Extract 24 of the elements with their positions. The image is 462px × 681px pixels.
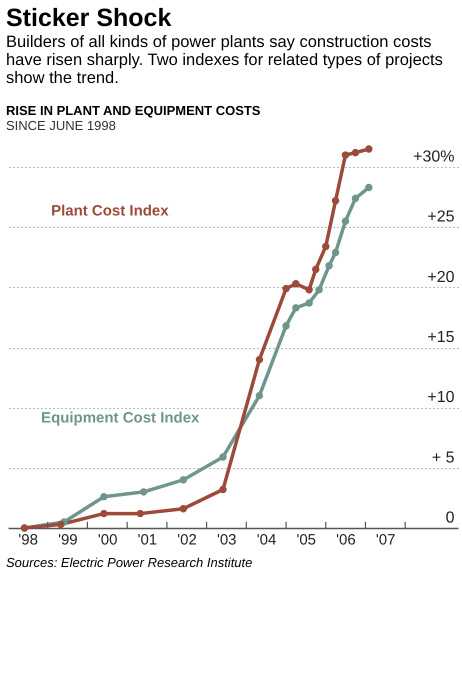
x-tick-label: '00: [98, 532, 118, 548]
y-tick-label: +30%: [413, 148, 454, 166]
y-tick-label: +20: [427, 268, 455, 286]
y-tick-label: +15: [427, 329, 455, 346]
x-tick-label: '04: [256, 532, 276, 548]
y-tick-label: +10: [427, 389, 455, 406]
y-tick-label: +25: [427, 208, 455, 226]
y-axis-title: RISE IN PLANT AND EQUIPMENT COSTS: [5, 102, 262, 118]
chart-subtitle: Builders of all kinds of power plants say construction costs have risen sharply. Two indexes for related types of projects show the trend.: [5, 33, 444, 87]
source-note: Sources: Electric Power Research Institute: [5, 554, 254, 572]
x-tick-label: '07: [376, 532, 396, 548]
x-tick-label: '99: [58, 532, 78, 548]
text: Equipment Cost Index: [41, 409, 200, 426]
y-tick-label: + 5: [432, 449, 455, 466]
text: SINCE JUNE 1998: [5, 118, 117, 133]
x-tick-label: '02: [177, 532, 197, 548]
x-tick-label: '06: [336, 532, 356, 548]
x-tick-label: '03: [216, 532, 237, 548]
x-tick-label: '01: [138, 532, 158, 548]
chart-title: Sticker Shock: [5, 3, 172, 33]
x-tick-label: '05: [296, 532, 316, 548]
text: Plant Cost Index: [51, 202, 170, 220]
y-tick-label: 0: [446, 510, 455, 526]
x-tick-label: '98: [18, 532, 38, 548]
